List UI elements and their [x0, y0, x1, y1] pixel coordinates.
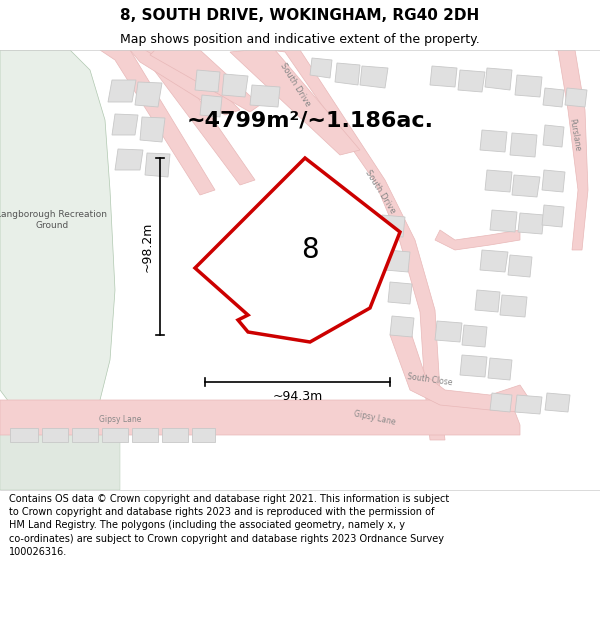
Polygon shape: [490, 393, 512, 412]
Polygon shape: [475, 290, 500, 312]
Text: South Close: South Close: [407, 372, 453, 388]
Polygon shape: [458, 70, 485, 92]
Polygon shape: [162, 428, 188, 442]
Polygon shape: [102, 428, 128, 442]
Polygon shape: [200, 95, 222, 117]
Polygon shape: [112, 114, 138, 135]
Polygon shape: [430, 66, 457, 87]
Text: South Drive: South Drive: [363, 169, 397, 216]
Polygon shape: [10, 428, 38, 442]
Polygon shape: [0, 415, 120, 490]
Polygon shape: [72, 428, 98, 442]
Polygon shape: [270, 50, 445, 440]
Polygon shape: [460, 355, 487, 377]
Text: ~94.3m: ~94.3m: [272, 390, 323, 403]
Polygon shape: [335, 63, 360, 85]
Polygon shape: [108, 80, 136, 102]
Polygon shape: [388, 282, 412, 304]
Polygon shape: [0, 400, 520, 435]
Polygon shape: [515, 395, 542, 414]
Polygon shape: [250, 85, 280, 107]
Polygon shape: [480, 130, 507, 152]
Text: Gipsy Lane: Gipsy Lane: [99, 416, 141, 424]
Polygon shape: [485, 68, 512, 90]
Polygon shape: [235, 274, 257, 294]
Polygon shape: [135, 82, 162, 107]
Polygon shape: [545, 393, 570, 412]
Polygon shape: [150, 50, 260, 112]
Polygon shape: [490, 210, 517, 232]
Polygon shape: [130, 50, 240, 115]
Polygon shape: [195, 70, 220, 92]
Polygon shape: [555, 50, 588, 250]
Polygon shape: [542, 170, 565, 192]
Polygon shape: [515, 75, 542, 97]
Polygon shape: [500, 295, 527, 317]
Polygon shape: [543, 125, 564, 147]
Polygon shape: [485, 170, 512, 192]
Polygon shape: [390, 325, 530, 412]
Polygon shape: [230, 50, 360, 155]
Polygon shape: [508, 255, 532, 277]
Text: 8: 8: [301, 236, 319, 264]
Text: ~4799m²/~1.186ac.: ~4799m²/~1.186ac.: [187, 110, 433, 130]
Text: ~98.2m: ~98.2m: [141, 221, 154, 272]
Polygon shape: [518, 213, 544, 234]
Polygon shape: [115, 149, 143, 170]
Text: 8, SOUTH DRIVE, WOKINGHAM, RG40 2DH: 8, SOUTH DRIVE, WOKINGHAM, RG40 2DH: [121, 8, 479, 22]
Polygon shape: [462, 325, 487, 347]
Text: Gipsy Lane: Gipsy Lane: [353, 409, 397, 427]
Text: Purslane: Purslane: [568, 118, 583, 152]
Polygon shape: [0, 50, 115, 430]
Polygon shape: [192, 428, 215, 442]
Polygon shape: [435, 321, 462, 342]
Polygon shape: [380, 215, 405, 237]
Polygon shape: [100, 50, 215, 195]
Polygon shape: [543, 88, 564, 107]
Polygon shape: [510, 133, 537, 157]
Text: Contains OS data © Crown copyright and database right 2021. This information is : Contains OS data © Crown copyright and d…: [9, 494, 449, 557]
Polygon shape: [385, 250, 410, 272]
Polygon shape: [310, 58, 332, 78]
Polygon shape: [235, 236, 263, 258]
Polygon shape: [512, 175, 540, 197]
Polygon shape: [132, 428, 158, 442]
Polygon shape: [390, 316, 414, 337]
Polygon shape: [565, 88, 587, 107]
Polygon shape: [488, 358, 512, 380]
Text: Map shows position and indicative extent of the property.: Map shows position and indicative extent…: [120, 32, 480, 46]
Polygon shape: [145, 153, 170, 177]
Polygon shape: [42, 428, 68, 442]
Text: South Drive: South Drive: [278, 62, 312, 108]
Polygon shape: [222, 74, 248, 97]
Polygon shape: [542, 205, 564, 227]
Polygon shape: [480, 250, 508, 272]
Text: Langborough Recreation
Ground: Langborough Recreation Ground: [0, 210, 107, 230]
Polygon shape: [140, 117, 165, 142]
Polygon shape: [360, 66, 388, 88]
Polygon shape: [435, 230, 520, 250]
Polygon shape: [195, 158, 400, 342]
Polygon shape: [130, 50, 255, 185]
